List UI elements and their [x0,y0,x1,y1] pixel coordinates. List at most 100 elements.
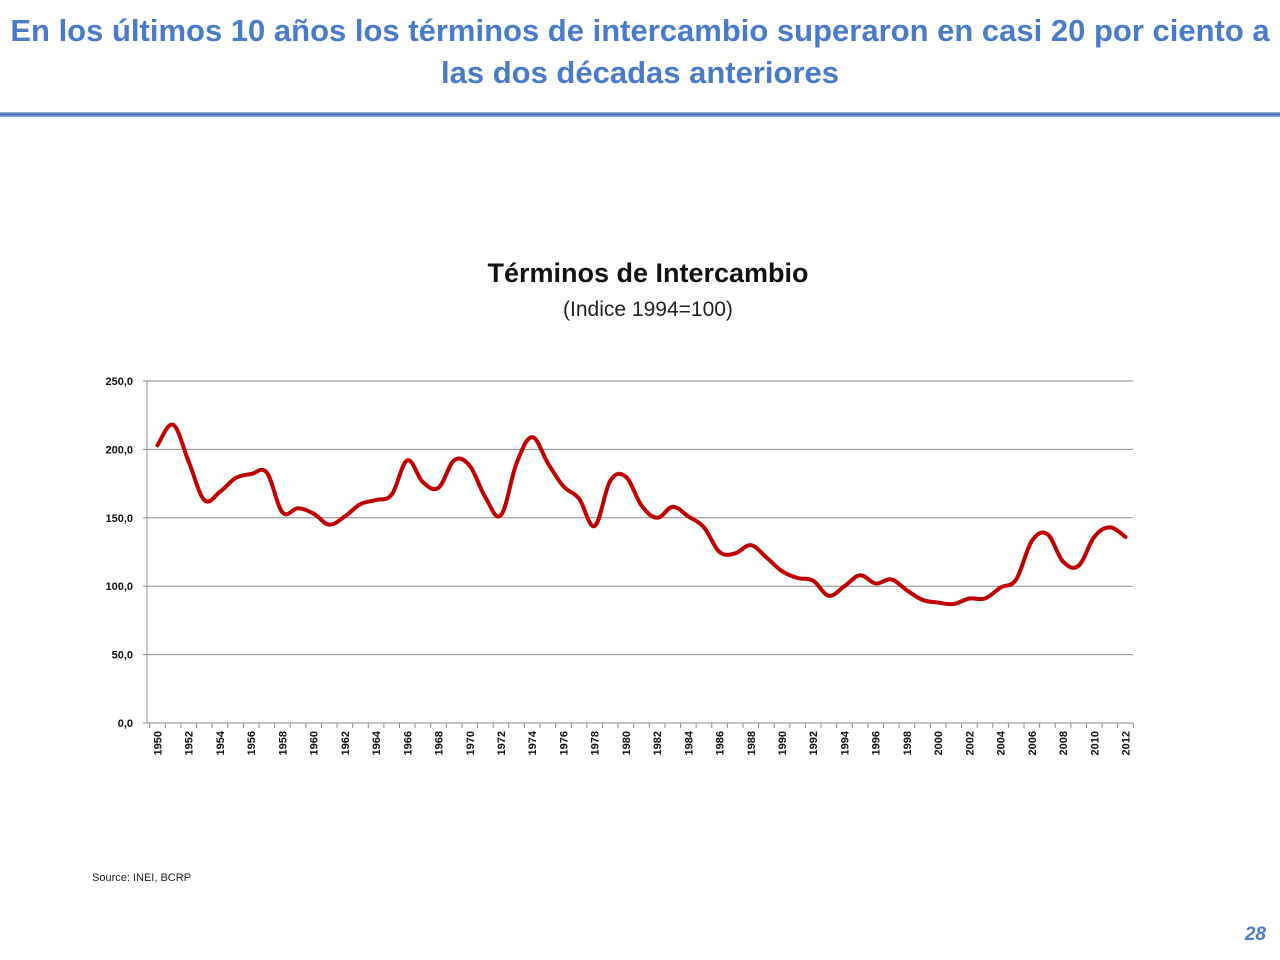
x-tick-label: 1988 [746,731,758,755]
data-point [749,543,753,547]
data-point [967,597,971,601]
x-tick-label: 1970 [465,731,477,755]
x-tick-label: 1998 [902,731,914,755]
data-point [234,476,238,480]
data-point [437,486,441,490]
data-point [265,471,269,475]
data-point [764,555,768,559]
data-point [733,551,737,555]
x-tick-label: 2006 [1027,731,1039,755]
data-point [858,573,862,577]
data-point [327,523,331,527]
data-point [296,506,300,510]
data-point [280,510,284,514]
x-tick-label: 2002 [964,731,976,755]
data-point [718,550,722,554]
axes [143,380,1134,728]
data-point [561,484,565,488]
x-tick-label: 1992 [808,731,820,755]
series-layer [155,422,1128,607]
slide-title: En los últimos 10 años los términos de i… [10,13,1270,90]
data-point [405,458,409,462]
data-point [671,505,675,509]
data-point [156,443,160,447]
data-point [452,458,456,462]
data-point [593,524,597,528]
x-tick-label: 1952 [184,731,196,755]
data-point [577,497,581,501]
y-tick-label: 0,0 [118,718,133,730]
data-point [842,584,846,588]
data-point [780,569,784,573]
y-tick-label: 100,0 [105,581,133,593]
x-tick-label: 1950 [153,731,165,755]
y-tick-label: 250,0 [105,376,133,388]
data-point [343,514,347,518]
x-tick-label: 2000 [933,731,945,755]
x-tick-label: 1996 [871,731,883,755]
data-point [249,472,253,476]
data-point [1014,577,1018,581]
x-tick-label: 1960 [309,731,321,755]
data-point [1092,535,1096,539]
chart-subtitle: (Indice 1994=100) [563,298,733,321]
x-tick-label: 1954 [215,730,227,755]
data-point [999,586,1003,590]
data-point [889,577,893,581]
x-tick-label: 1956 [246,731,258,755]
x-tick-label: 1958 [277,731,289,755]
data-point [640,503,644,507]
x-tick-labels: 1950 1952 1954 1956 1958 1960 1962 1964 1966 1968… [153,730,1133,755]
source-note: Source: INEI, BCRP [92,872,192,884]
x-tick-label: 1980 [621,731,633,755]
x-tick-label: 1976 [558,731,570,755]
x-tick-label: 1974 [527,730,539,755]
y-tick-label: 150,0 [105,513,133,525]
data-point [421,480,425,484]
data-point [1077,564,1081,568]
gridlines [147,380,1133,656]
data-point [1124,535,1128,539]
data-point [202,498,206,502]
data-point [374,498,378,502]
data-point [827,594,831,598]
data-point [655,516,659,520]
x-tick-label: 2010 [1089,731,1101,755]
chart-title: Términos de Intercambio [487,258,809,288]
data-point [358,502,362,506]
data-point [499,513,503,517]
x-tick-label: 1986 [715,731,727,755]
data-point [983,597,987,601]
data-point [624,475,628,479]
page-number: 28 [1244,924,1266,945]
x-tick-label: 1984 [683,730,695,755]
data-point [811,579,815,583]
x-tick-label: 1962 [340,731,352,755]
x-tick-label: 1978 [590,731,602,755]
y-tick-label: 50,0 [112,650,133,662]
data-point [483,495,487,499]
x-tick-label: 2008 [1058,731,1070,755]
data-point [686,514,690,518]
data-point [952,602,956,606]
data-point [312,512,316,516]
x-tick-label: 1968 [434,731,446,755]
data-point [218,490,222,494]
data-point [1061,560,1065,564]
data-point [702,525,706,529]
x-tick-label: 1966 [402,731,414,755]
x-tick-label: 1982 [652,731,664,755]
data-point [1045,532,1049,536]
x-tick-label: 1972 [496,731,508,755]
x-tick-label: 2004 [996,730,1008,755]
data-point [468,464,472,468]
data-point [187,460,191,464]
y-tick-label: 200,0 [105,444,133,456]
data-point [530,435,534,439]
x-tick-label: 1994 [839,730,851,755]
y-tick-labels: 0,0 50,0 100,0 150,0 200,0 250,0 [105,376,133,730]
data-point [905,588,909,592]
data-point [936,601,940,605]
data-point [171,423,175,427]
